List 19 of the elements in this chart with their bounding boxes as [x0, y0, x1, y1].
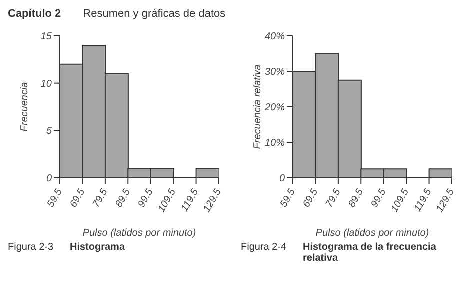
x-axis-title: Pulso (latidos por minuto) [82, 228, 196, 239]
y-axis-title: Frecuencia relativa [252, 64, 264, 150]
y-axis-title: Frecuencia [20, 82, 31, 132]
text: Capítulo 2 [8, 8, 62, 20]
text: Figura 2-3 [8, 242, 55, 253]
y-tick-label: 40% [264, 32, 286, 43]
y-tick-label: 0 [46, 174, 52, 185]
y-tick-label: 30% [264, 67, 286, 78]
text: Histograma [70, 242, 126, 253]
y-tick-label: 10 [40, 78, 52, 90]
y-tick-label: 15 [40, 32, 52, 43]
y-tick-label: 20% [264, 102, 286, 114]
x-axis-title: Pulso (latidos por minuto) [316, 228, 430, 239]
y-tick-label: 5 [46, 126, 52, 138]
y-tick-label: 10% [264, 138, 286, 150]
text: Figura 2-4 [241, 242, 288, 255]
y-tick-label: 0 [279, 174, 286, 185]
text: Histograma de la frecuencia relativa [303, 242, 438, 264]
text: Resumen y gráficas de datos [83, 8, 226, 20]
